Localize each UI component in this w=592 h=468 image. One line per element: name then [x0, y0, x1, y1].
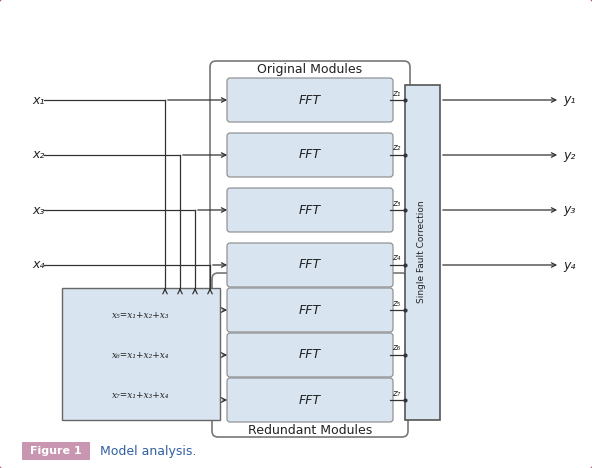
FancyBboxPatch shape — [227, 288, 393, 332]
Text: z₆: z₆ — [392, 344, 400, 352]
FancyBboxPatch shape — [227, 333, 393, 377]
Text: FFT: FFT — [299, 94, 321, 107]
Text: FFT: FFT — [299, 349, 321, 361]
FancyBboxPatch shape — [227, 133, 393, 177]
Text: x₂: x₂ — [32, 148, 44, 161]
Text: y₂: y₂ — [563, 148, 575, 161]
Text: x₁: x₁ — [32, 94, 44, 107]
Text: x₅=x₁+x₂+x₃: x₅=x₁+x₂+x₃ — [112, 310, 170, 320]
Text: FFT: FFT — [299, 148, 321, 161]
Text: FFT: FFT — [299, 304, 321, 316]
FancyBboxPatch shape — [210, 61, 410, 304]
FancyBboxPatch shape — [227, 243, 393, 287]
FancyBboxPatch shape — [227, 188, 393, 232]
FancyBboxPatch shape — [22, 442, 90, 460]
Text: z₄: z₄ — [392, 254, 400, 263]
Text: x₆=x₁+x₂+x₄: x₆=x₁+x₂+x₄ — [112, 351, 170, 359]
Text: z₇: z₇ — [392, 388, 400, 397]
Text: x₃: x₃ — [32, 204, 44, 217]
FancyBboxPatch shape — [405, 85, 440, 420]
Text: Model analysis.: Model analysis. — [100, 445, 197, 458]
Text: y₄: y₄ — [563, 258, 575, 271]
Text: FFT: FFT — [299, 204, 321, 217]
Text: z₂: z₂ — [392, 144, 400, 153]
Text: x₇=x₁+x₃+x₄: x₇=x₁+x₃+x₄ — [112, 390, 170, 400]
Text: Original Modules: Original Modules — [258, 64, 362, 76]
Text: y₃: y₃ — [563, 204, 575, 217]
Text: FFT: FFT — [299, 258, 321, 271]
Text: Redundant Modules: Redundant Modules — [248, 424, 372, 437]
Text: z₅: z₅ — [392, 299, 400, 307]
FancyBboxPatch shape — [227, 378, 393, 422]
FancyBboxPatch shape — [62, 288, 220, 420]
Text: FFT: FFT — [299, 394, 321, 407]
Text: z₃: z₃ — [392, 198, 400, 207]
Text: Figure 1: Figure 1 — [30, 446, 82, 456]
Text: z₁: z₁ — [392, 88, 400, 97]
FancyBboxPatch shape — [227, 78, 393, 122]
FancyBboxPatch shape — [212, 273, 408, 437]
Text: y₁: y₁ — [563, 94, 575, 107]
Text: x₄: x₄ — [32, 258, 44, 271]
Text: Single Fault Correction: Single Fault Correction — [417, 201, 426, 303]
